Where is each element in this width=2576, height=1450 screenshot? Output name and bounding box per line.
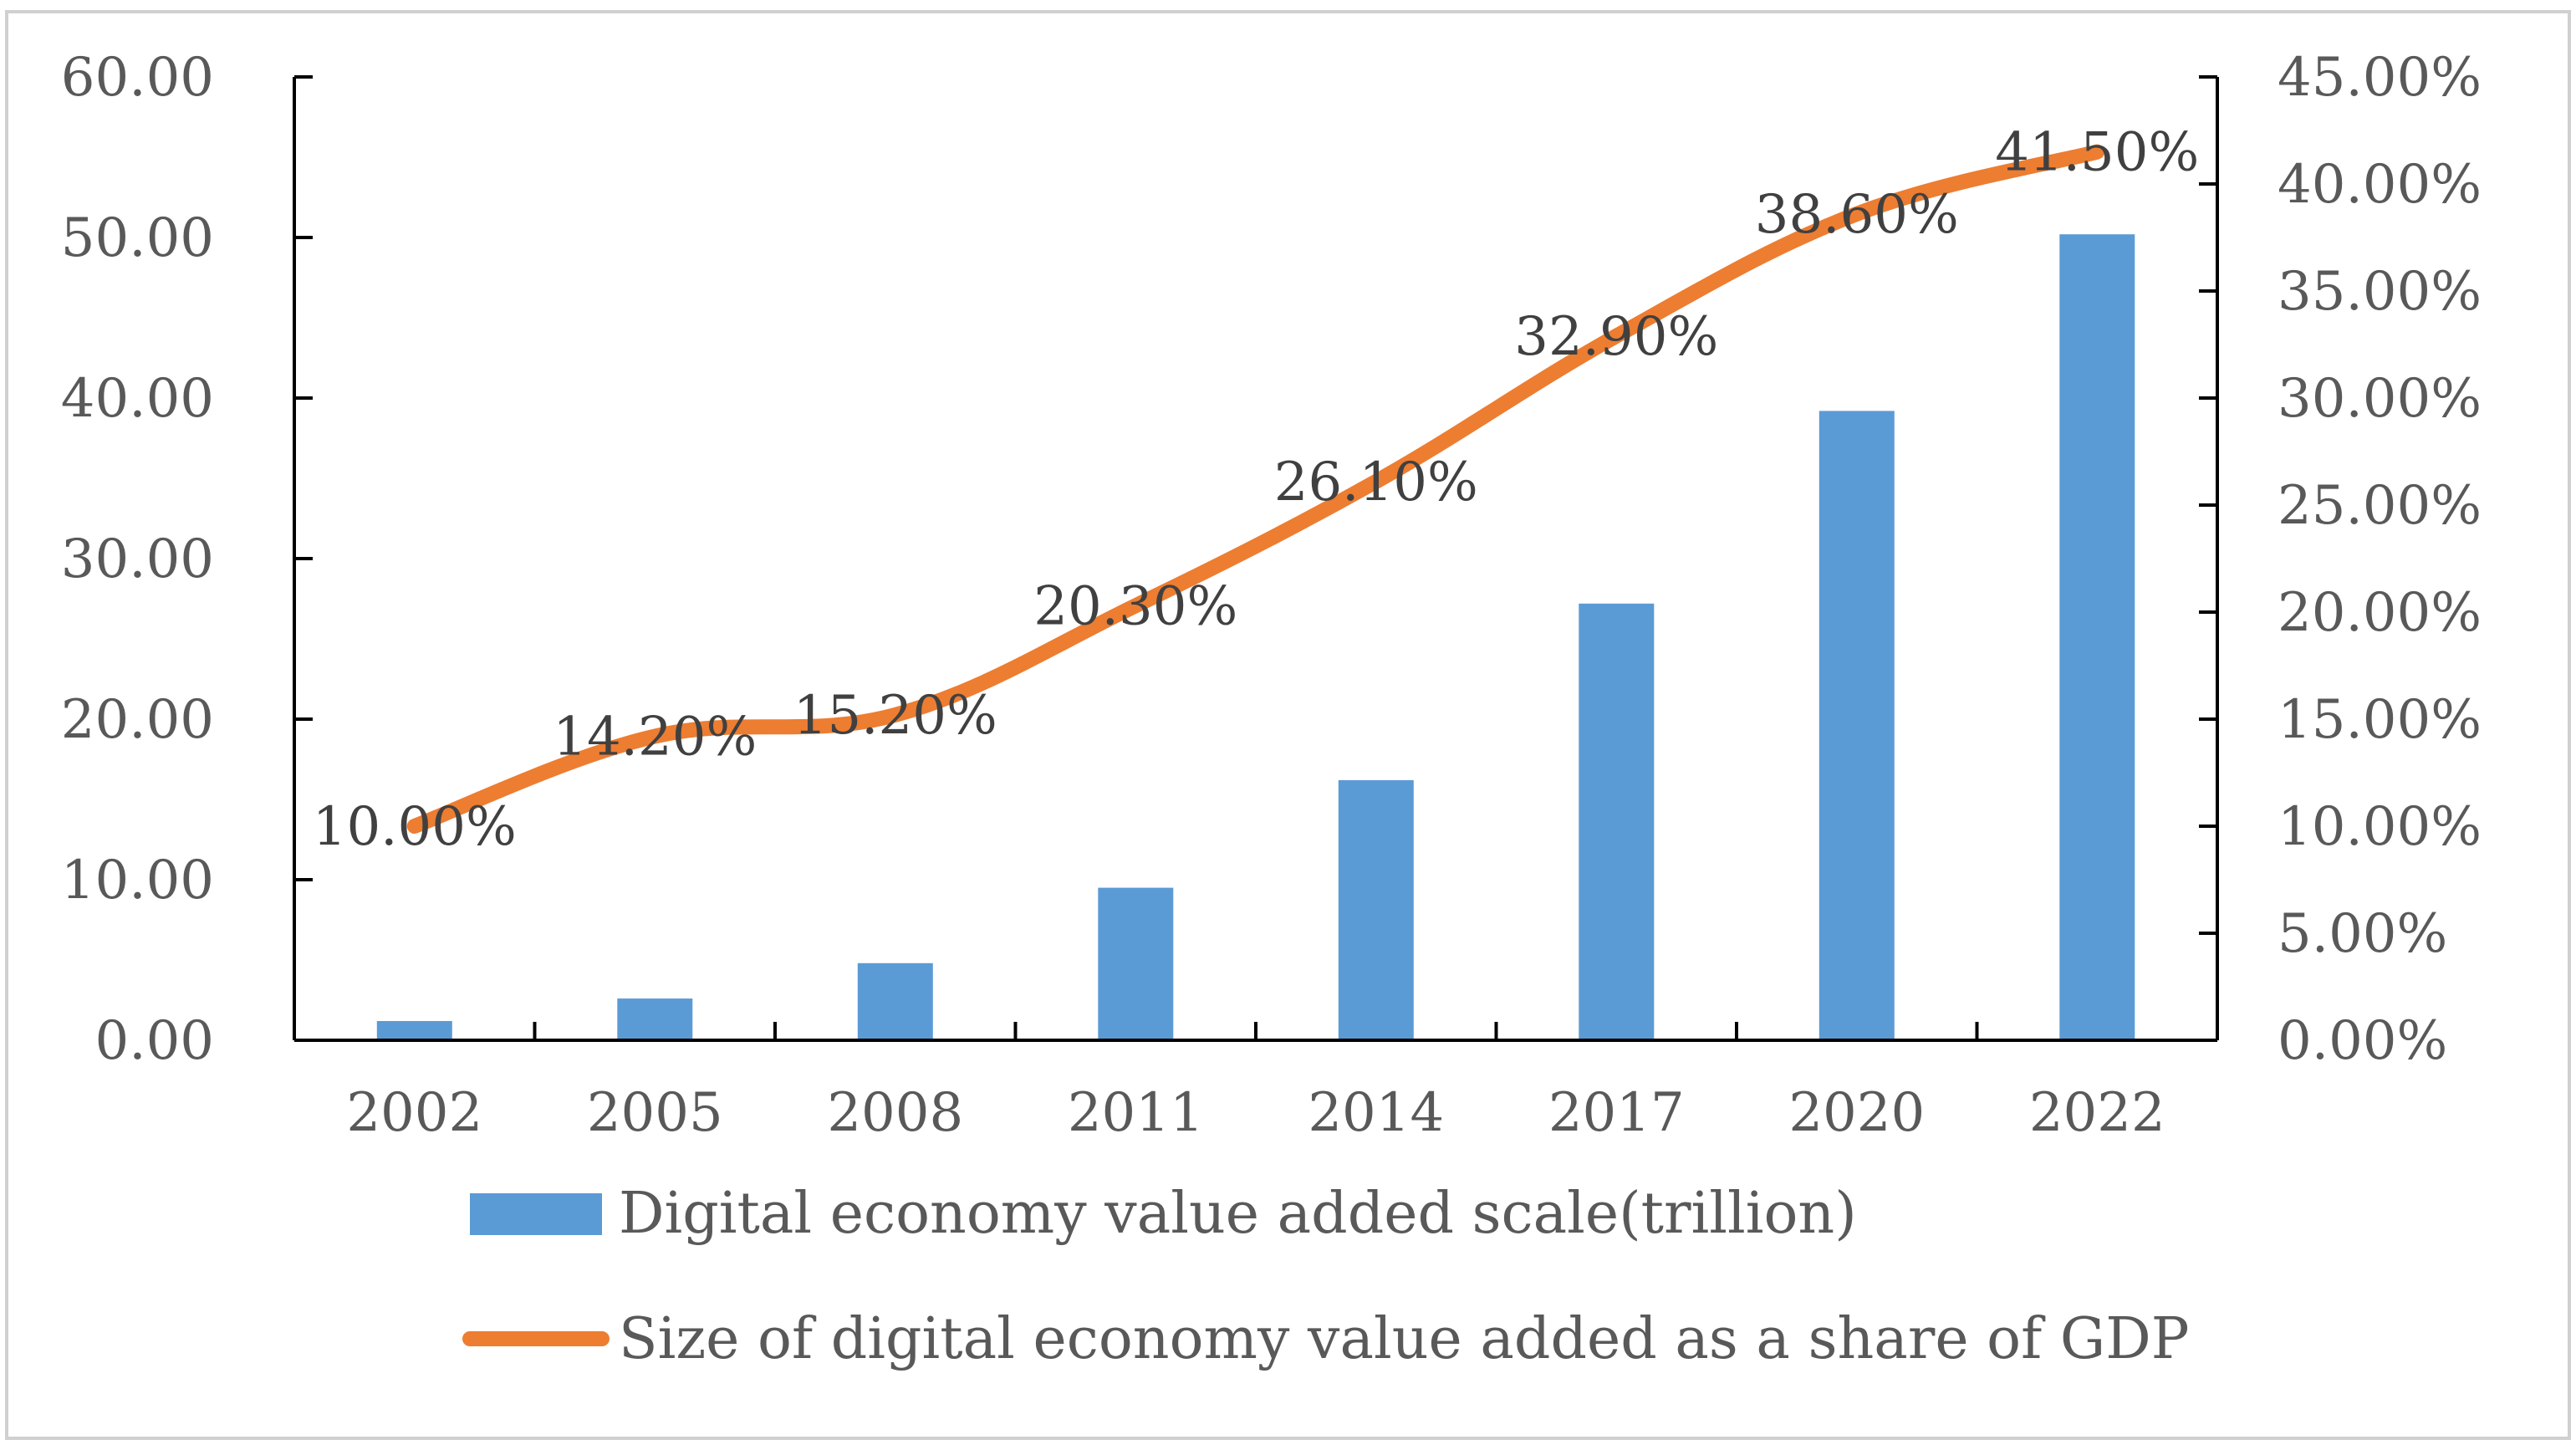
right-axis-tick-label: 20.00% bbox=[2278, 582, 2482, 644]
left-axis-tick-label: 20.00 bbox=[61, 689, 214, 751]
right-axis-tick-label: 40.00% bbox=[2278, 154, 2482, 216]
chart-border bbox=[5, 10, 2571, 1440]
right-axis-tick-label: 45.00% bbox=[2278, 47, 2482, 109]
bar bbox=[857, 962, 933, 1040]
left-axis-tick-label: 40.00 bbox=[61, 368, 214, 430]
legend-line-label: Size of digital economy value added as a… bbox=[619, 1306, 2190, 1372]
x-axis-tick-label: 2017 bbox=[1548, 1082, 1685, 1144]
bar bbox=[1338, 780, 1414, 1040]
line-data-label: 32.90% bbox=[1514, 306, 1718, 368]
left-axis-tick-label: 30.00 bbox=[61, 528, 214, 590]
x-axis-tick-label: 2014 bbox=[1308, 1082, 1444, 1144]
left-axis-tick-label: 0.00 bbox=[95, 1010, 215, 1072]
right-axis-tick-label: 10.00% bbox=[2278, 796, 2482, 858]
line-series bbox=[406, 144, 2105, 834]
legend: Digital economy value added scale(trilli… bbox=[462, 1181, 2190, 1372]
bar bbox=[617, 998, 693, 1040]
bar bbox=[1098, 887, 1174, 1040]
right-axis-tick-label: 35.00% bbox=[2278, 261, 2482, 323]
bar bbox=[1819, 411, 1895, 1040]
bar bbox=[376, 1021, 452, 1040]
line-data-label: 41.50% bbox=[1995, 122, 2199, 184]
bar-series bbox=[376, 234, 2135, 1040]
line-data-label: 14.20% bbox=[553, 706, 757, 768]
x-axis-tick-label: 2020 bbox=[1788, 1082, 1925, 1144]
right-axis-tick-label: 25.00% bbox=[2278, 475, 2482, 537]
bar bbox=[2059, 234, 2135, 1040]
x-axis-tick-label: 2022 bbox=[2029, 1082, 2165, 1144]
left-axis-tick-label: 60.00 bbox=[61, 47, 214, 109]
data-labels: 10.00% 14.20% 15.20% 20.30% 26.10% 32.90% 38.6… bbox=[313, 122, 2200, 858]
line-data-label: 38.60% bbox=[1755, 184, 1959, 246]
bar bbox=[1579, 603, 1655, 1040]
right-axis-tick-label: 15.00% bbox=[2278, 689, 2482, 751]
line-data-label: 10.00% bbox=[313, 796, 517, 858]
right-axis-tick-label: 30.00% bbox=[2278, 368, 2482, 430]
legend-bar-swatch bbox=[470, 1193, 602, 1235]
right-axis-tick-label: 5.00% bbox=[2278, 903, 2447, 965]
axes: 0.00 10.00 20.00 30.00 40.00 50.00 60.00 0.00% 5… bbox=[61, 47, 2482, 1144]
line-data-label: 20.30% bbox=[1033, 575, 1237, 637]
x-axis-tick-label: 2011 bbox=[1068, 1082, 1204, 1144]
right-axis-tick-label: 0.00% bbox=[2278, 1010, 2447, 1072]
left-axis-tick-label: 10.00 bbox=[61, 850, 214, 911]
share-line bbox=[406, 144, 2105, 834]
left-axis-tick-label: 50.00 bbox=[61, 207, 214, 269]
legend-bar-label: Digital economy value added scale(trilli… bbox=[619, 1181, 1857, 1247]
line-data-label: 15.20% bbox=[793, 685, 997, 747]
x-axis-tick-label: 2008 bbox=[827, 1082, 963, 1144]
line-data-label: 26.10% bbox=[1274, 452, 1478, 513]
x-axis-tick-label: 2002 bbox=[346, 1082, 482, 1144]
x-axis-tick-label: 2005 bbox=[587, 1082, 723, 1144]
